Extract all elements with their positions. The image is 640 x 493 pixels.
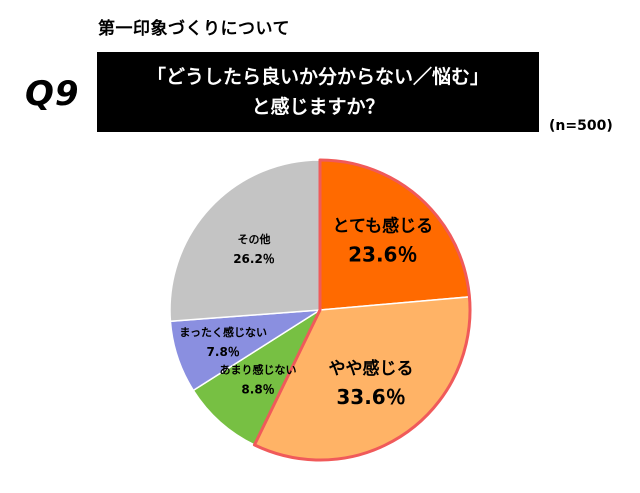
slice-label: とても感じる (332, 215, 433, 236)
slice-label: その他 (238, 232, 271, 246)
pie-slices (169, 158, 472, 462)
chart-subtitle: 第一印象づくりについて (98, 19, 290, 39)
slice-not-much (192, 307, 322, 446)
slice-value-label: 26.2％ (233, 252, 275, 266)
slice-label: あまり感じない (220, 362, 297, 376)
highlight-border (252, 158, 472, 462)
question-text-line1: 「どうしたら良いか分からない／悩む」 (146, 66, 489, 88)
pie-labels: とても感じる 23.6％ やや感じる 33.6％ あまり感じない 8.8％ まったく感じない… (179, 215, 433, 409)
question-text-line2: と感じますか？ (251, 96, 385, 118)
question-box: 「どうしたら良いか分からない／悩む」 と感じますか？ (97, 52, 539, 132)
slice-value-label: 7.8％ (207, 345, 240, 359)
sample-size: (n=500) (549, 118, 613, 134)
slice-value-label: 8.8％ (241, 382, 274, 396)
slice-other (169, 159, 321, 323)
slice-value-label: 33.6％ (336, 385, 405, 409)
slice-value-label: 23.6％ (348, 242, 417, 266)
slice-label: まったく感じない (179, 325, 267, 339)
slice-label: やや感じる (329, 358, 414, 379)
question-number: Q9 (25, 74, 80, 114)
